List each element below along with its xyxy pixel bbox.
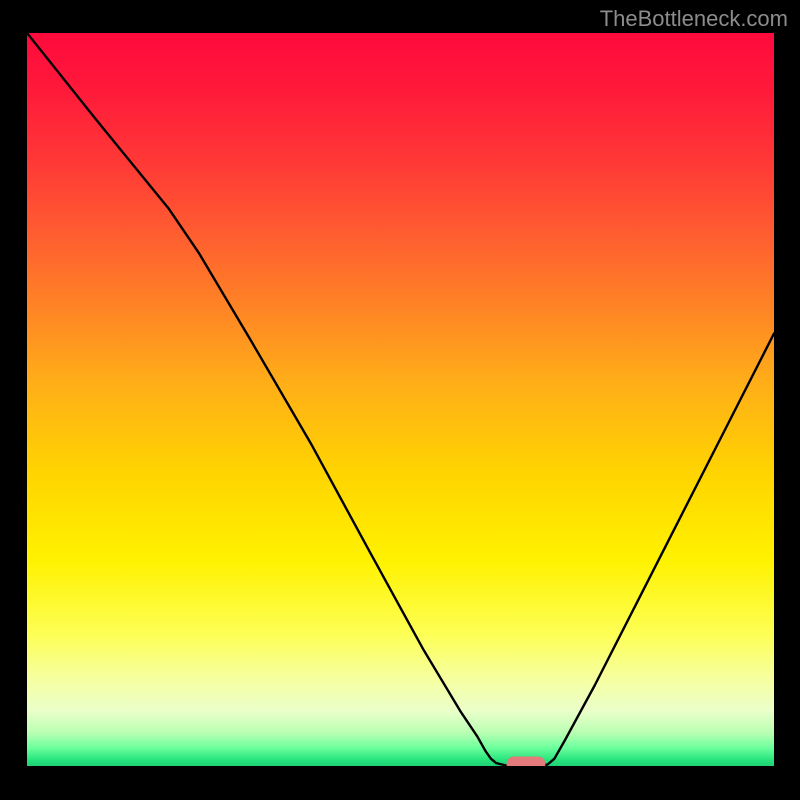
- chart-frame: TheBottleneck.com: [0, 0, 800, 800]
- bottleneck-chart: [27, 33, 774, 766]
- gradient-background: [27, 33, 774, 766]
- watermark-text: TheBottleneck.com: [600, 6, 788, 32]
- sweet-spot-marker: [507, 756, 546, 766]
